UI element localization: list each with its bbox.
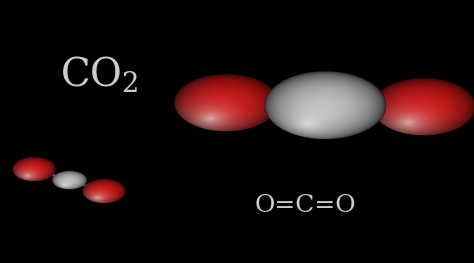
Text: $\mathregular{CO_2}$: $\mathregular{CO_2}$ bbox=[60, 54, 139, 94]
Text: O=C=O: O=C=O bbox=[255, 194, 356, 217]
